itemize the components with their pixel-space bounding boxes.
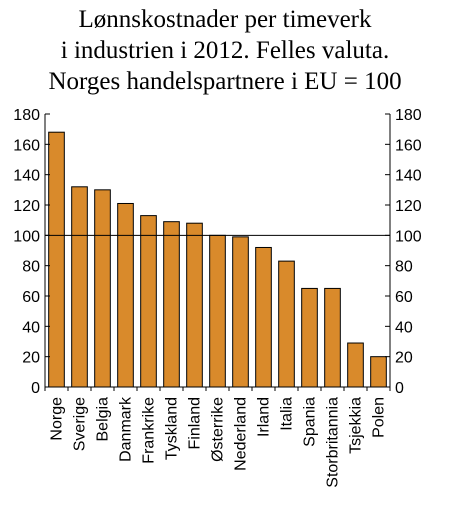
bar-3 bbox=[117, 202, 134, 388]
y-tick-label-left-4: 80 bbox=[22, 259, 40, 276]
y-tick-label-right-0: 0 bbox=[395, 380, 404, 397]
y-tick-label-left-0: 0 bbox=[31, 380, 40, 397]
category-label-12: Storbritannia bbox=[325, 397, 342, 488]
chart-title-line-3: Norges handelspartnere i EU = 100 bbox=[48, 68, 402, 95]
bar-8 bbox=[232, 236, 249, 388]
y-tick-label-left-8: 160 bbox=[13, 137, 40, 154]
y-tick-label-left-3: 60 bbox=[22, 289, 40, 306]
bar-7 bbox=[209, 234, 226, 388]
y-tick-label-left-6: 120 bbox=[13, 198, 40, 215]
category-label-5: Tyskland bbox=[164, 397, 181, 460]
category-label-11: Spania bbox=[302, 397, 319, 447]
category-label-1: Sverige bbox=[72, 397, 89, 451]
y-tick-label-left-5: 100 bbox=[13, 228, 40, 245]
chart-title: Lønnskostnader per timeverk i industrien… bbox=[0, 4, 450, 97]
chart-title-line-2: i industrien i 2012. Felles valuta. bbox=[60, 37, 390, 64]
chart-title-line-1: Lønnskostnader per timeverk bbox=[78, 6, 372, 33]
bar-5 bbox=[163, 221, 180, 388]
y-tick-label-left-7: 140 bbox=[13, 168, 40, 185]
y-tick-label-left-1: 20 bbox=[22, 350, 40, 367]
bar-11 bbox=[301, 287, 318, 388]
bar-2 bbox=[94, 189, 111, 388]
y-tick-label-right-2: 40 bbox=[395, 319, 413, 336]
bar-1 bbox=[71, 186, 88, 388]
y-tick-label-right-5: 100 bbox=[395, 228, 422, 245]
bar-13 bbox=[347, 342, 364, 388]
category-label-4: Frankrike bbox=[141, 397, 158, 464]
category-label-10: Italia bbox=[279, 397, 296, 431]
y-tick-label-right-3: 60 bbox=[395, 289, 413, 306]
bar-10 bbox=[278, 260, 295, 388]
y-tick-label-left-2: 40 bbox=[22, 319, 40, 336]
category-label-14: Polen bbox=[371, 397, 388, 438]
category-label-3: Danmark bbox=[118, 396, 135, 462]
category-label-8: Nederland bbox=[233, 397, 250, 471]
bar-14 bbox=[370, 356, 387, 388]
bar-4 bbox=[140, 215, 157, 388]
category-label-6: Finland bbox=[187, 397, 204, 449]
y-tick-label-right-1: 20 bbox=[395, 350, 413, 367]
bar-6 bbox=[186, 222, 203, 388]
y-tick-label-right-7: 140 bbox=[395, 168, 422, 185]
category-label-2: Belgia bbox=[95, 397, 112, 442]
y-tick-label-right-8: 160 bbox=[395, 137, 422, 154]
category-label-7: Østerrike bbox=[210, 397, 227, 462]
y-tick-label-right-9: 180 bbox=[395, 107, 422, 124]
bar-12 bbox=[324, 287, 341, 388]
bar-0 bbox=[48, 131, 65, 388]
y-tick-label-right-6: 120 bbox=[395, 198, 422, 215]
category-label-9: Irland bbox=[256, 397, 273, 437]
y-tick-label-right-4: 80 bbox=[395, 259, 413, 276]
y-tick-label-left-9: 180 bbox=[13, 107, 40, 124]
category-label-0: Norge bbox=[49, 397, 66, 441]
bar-9 bbox=[255, 246, 272, 388]
category-label-13: Tsjekkia bbox=[348, 397, 365, 454]
